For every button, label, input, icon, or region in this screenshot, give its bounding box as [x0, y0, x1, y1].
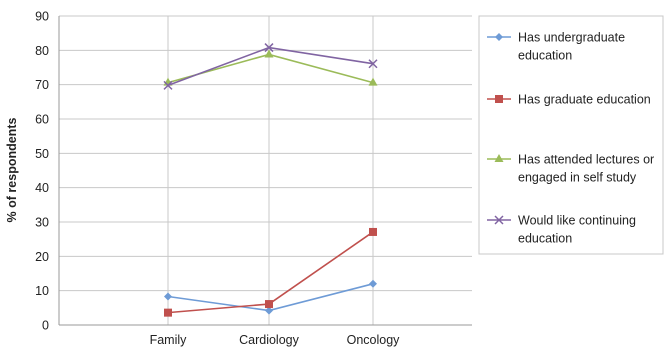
data-point: [265, 306, 273, 315]
data-point: [369, 279, 377, 288]
y-tick-label: 20: [35, 250, 49, 264]
series-3: [163, 43, 378, 90]
legend-marker: [494, 154, 504, 162]
y-axis-ticks: 0 10 20 30 40 50 60 70 80 90: [35, 10, 49, 333]
legend-marker: [495, 95, 503, 103]
x-tick-label: Oncology: [347, 333, 401, 347]
data-point: [164, 308, 172, 317]
legend-box: [478, 15, 664, 255]
y-tick-label: 40: [35, 181, 49, 195]
marker-x-stroke: [163, 80, 173, 90]
y-tick-label: 50: [35, 147, 49, 161]
series-2: [163, 49, 378, 86]
legend-label: Has attended lectures or: [518, 153, 654, 167]
series-group: [163, 43, 378, 317]
data-point: [369, 227, 377, 236]
series-1: [164, 227, 377, 317]
legend-marker: [494, 215, 504, 225]
axes: [58, 16, 472, 326]
data-point: [265, 300, 273, 309]
legend-label: education: [518, 49, 572, 63]
data-point: [368, 77, 378, 86]
data-point: [264, 43, 274, 53]
data-point: [163, 80, 173, 90]
marker-x-stroke: [264, 43, 274, 53]
y-tick-label: 30: [35, 216, 49, 230]
marker-x-stroke: [368, 59, 378, 69]
y-axis-title: % of respondents: [5, 118, 19, 223]
y-tick-label: 80: [35, 44, 49, 58]
legend-label: engaged in self study: [518, 171, 637, 185]
y-tick-label: 60: [35, 113, 49, 127]
legend: Has undergraduate education Has graduate e…: [478, 15, 664, 255]
data-point: [368, 59, 378, 69]
y-tick-label: 10: [35, 284, 49, 298]
marker-x-stroke: [494, 215, 504, 225]
legend-label: Would like continuing: [518, 214, 636, 228]
grid: [59, 15, 472, 325]
data-point: [164, 292, 172, 301]
legend-label: education: [518, 232, 572, 246]
legend-marker: [495, 33, 503, 41]
series-0: [164, 279, 377, 315]
x-tick-label: Cardiology: [239, 333, 300, 347]
y-tick-label: 0: [42, 319, 49, 333]
legend-label: Has graduate education: [518, 93, 651, 107]
y-tick-label: 90: [35, 10, 49, 24]
x-tick-label: Family: [150, 333, 188, 347]
data-point: [264, 49, 274, 58]
x-axis-ticks: Family Cardiology Oncology: [150, 333, 401, 347]
y-tick-label: 70: [35, 78, 49, 92]
legend-label: Has undergraduate: [518, 31, 625, 45]
